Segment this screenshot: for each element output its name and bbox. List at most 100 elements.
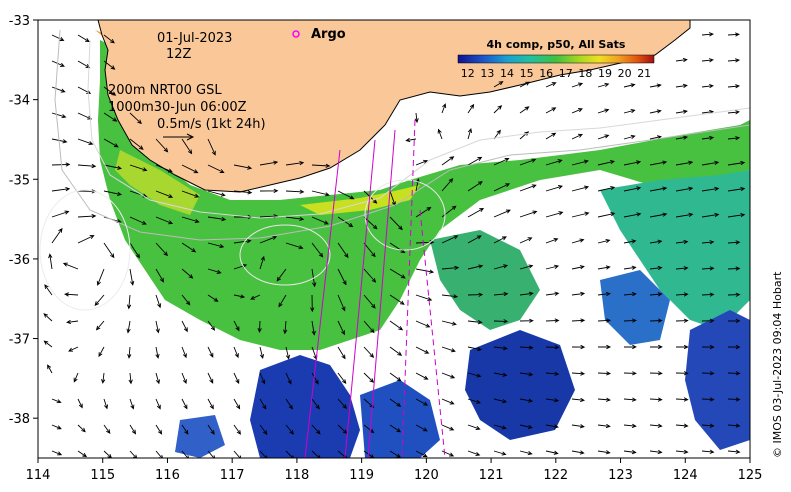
current-arrow-icon <box>571 318 586 323</box>
current-vectors <box>43 32 746 458</box>
x-tick-label: 115 <box>90 468 115 483</box>
current-arrow-icon <box>51 398 62 404</box>
current-arrow-icon <box>467 320 483 325</box>
current-arrow-icon <box>207 190 226 197</box>
current-arrow-icon <box>597 108 610 114</box>
current-arrow-icon <box>129 398 135 410</box>
sst-cold-south-2 <box>360 380 440 458</box>
current-arrow-icon <box>155 242 168 257</box>
current-arrow-icon <box>127 346 132 359</box>
current-arrow-icon <box>493 183 511 192</box>
current-arrow-icon <box>675 239 689 245</box>
current-arrow-icon <box>623 291 637 297</box>
current-arrow-icon <box>597 371 612 376</box>
current-arrow-icon <box>493 81 504 88</box>
depth-line-1: 200m NRT00 GSL <box>108 83 222 98</box>
current-arrow-icon <box>233 346 239 359</box>
current-arrow-icon <box>129 424 137 435</box>
current-arrow-icon <box>727 318 741 324</box>
current-arrow-icon <box>259 424 268 435</box>
current-arrow-icon <box>545 345 560 350</box>
current-arrow-icon <box>493 372 508 377</box>
current-arrow-icon <box>181 164 199 174</box>
current-arrow-icon <box>181 216 200 223</box>
current-arrow-icon <box>441 178 454 192</box>
current-arrow-icon <box>571 291 586 296</box>
current-arrow-icon <box>250 294 261 300</box>
current-arrow-icon <box>701 397 715 402</box>
current-arrow-icon <box>207 242 225 249</box>
current-arrow-icon <box>545 450 559 455</box>
current-arrow-icon <box>77 450 88 458</box>
current-arrow-icon <box>623 371 637 376</box>
current-arrow-icon <box>285 216 305 221</box>
isobath-200m <box>87 39 751 219</box>
current-arrow-icon <box>311 268 317 288</box>
current-arrow-icon <box>283 320 288 335</box>
current-arrow-icon <box>181 320 188 333</box>
current-arrow-icon <box>727 110 741 115</box>
current-arrow-icon <box>181 372 187 385</box>
current-arrow-icon <box>363 268 377 283</box>
current-arrow-icon <box>675 160 694 166</box>
current-arrow-icon <box>207 216 227 222</box>
current-arrow-icon <box>103 242 115 259</box>
current-arrow-icon <box>441 205 457 218</box>
current-arrow-icon <box>181 138 193 155</box>
current-arrow-icon <box>155 190 174 199</box>
current-arrow-icon <box>545 159 563 166</box>
sst-cold-south-4 <box>685 310 750 450</box>
current-arrow-icon <box>441 294 459 299</box>
current-arrow-icon <box>98 346 105 358</box>
current-arrow-icon <box>493 209 511 218</box>
current-arrow-icon <box>441 156 455 166</box>
current-arrow-icon <box>623 134 636 140</box>
colorbar-tick-label: 16 <box>539 67 553 80</box>
sst-green-shelf <box>98 40 750 350</box>
current-arrow-icon <box>415 372 429 380</box>
current-arrow-icon <box>649 83 662 88</box>
current-arrow-icon <box>545 82 557 88</box>
current-arrow-icon <box>405 137 417 143</box>
x-tick-label: 122 <box>543 468 568 483</box>
current-arrow-icon <box>623 160 642 166</box>
current-arrow-icon <box>545 291 560 296</box>
current-arrow-icon <box>233 372 240 385</box>
y-tick-label: -38 <box>9 412 30 427</box>
current-arrow-icon <box>701 32 714 37</box>
sst-cold-south-1 <box>250 355 360 458</box>
current-arrow-icon <box>337 424 348 435</box>
current-arrow-icon <box>701 318 715 323</box>
current-arrow-icon <box>649 239 663 244</box>
current-arrow-icon <box>77 163 97 169</box>
current-arrow-icon <box>597 291 611 297</box>
current-arrow-icon <box>415 320 431 328</box>
current-arrow-icon <box>233 264 248 270</box>
current-arrow-icon <box>623 239 637 244</box>
x-tick-label: 119 <box>349 468 374 483</box>
current-arrow-icon <box>129 268 135 286</box>
current-arrow-icon <box>675 135 689 140</box>
date-label: 01-Jul-2023 <box>157 31 232 46</box>
current-arrow-icon <box>597 82 610 88</box>
current-arrow-icon <box>337 242 349 259</box>
current-arrow-icon <box>389 294 405 305</box>
current-arrow-icon <box>259 255 265 270</box>
current-arrow-icon <box>128 372 133 385</box>
current-arrow-icon <box>337 320 345 336</box>
current-arrow-icon <box>207 320 216 331</box>
current-arrow-icon <box>519 237 533 244</box>
x-tick-label: 123 <box>608 468 633 483</box>
current-arrow-icon <box>467 208 485 218</box>
current-arrow-icon <box>285 372 292 385</box>
current-arrow-icon <box>675 397 689 402</box>
current-arrow-icon <box>389 268 406 279</box>
current-arrow-icon <box>676 344 689 350</box>
current-arrow-icon <box>126 320 131 334</box>
track-line <box>367 129 396 459</box>
current-arrow-icon <box>311 216 329 225</box>
current-arrow-icon <box>571 185 590 192</box>
current-arrow-icon <box>545 132 557 140</box>
current-arrow-icon <box>623 423 637 429</box>
current-arrow-icon <box>389 372 402 382</box>
